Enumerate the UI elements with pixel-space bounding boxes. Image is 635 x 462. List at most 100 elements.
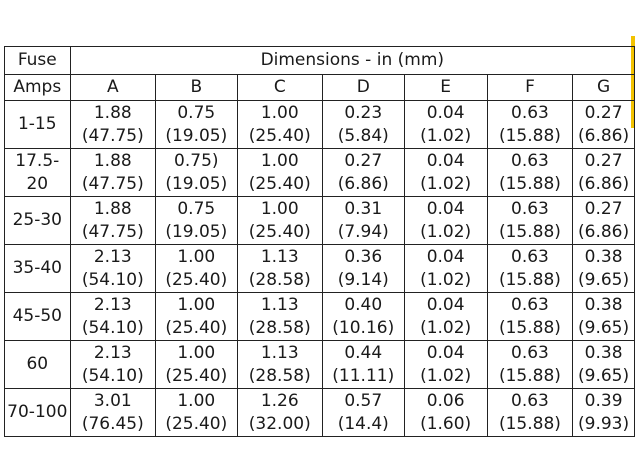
mm-value: (1.02) [420, 365, 472, 386]
amps-header-cell: Amps [4, 74, 71, 101]
mm-value: (54.10) [81, 269, 144, 290]
table-row: 1-15 1.88 (47.75) 0.75 (19.05) 1.00 (25.40) 0.2… [4, 100, 635, 149]
inch-value: 1.00 [177, 294, 216, 315]
mm-value: (25.40) [165, 413, 228, 434]
mm-value: (1.02) [420, 317, 472, 338]
mm-value: (28.58) [248, 365, 311, 386]
dimension-cell-d: 0.44 (11.11) [321, 340, 405, 389]
dimension-cell-f: 0.63 (15.88) [486, 388, 574, 437]
inch-value: 1.00 [260, 150, 299, 171]
fuse-header-cell: Fuse [4, 46, 71, 75]
dimension-cell-g: 0.27 (6.86) [572, 196, 635, 245]
mm-value: (76.45) [81, 413, 144, 434]
inch-value: 1.88 [93, 150, 132, 171]
dimension-cell-b: 0.75 (19.05) [155, 100, 238, 149]
mm-value: (47.75) [81, 221, 144, 242]
inch-value: 2.13 [93, 342, 132, 363]
column-header-d: D [321, 74, 405, 101]
inch-value: 0.39 [584, 390, 623, 411]
column-header-e: E [403, 74, 488, 101]
column-header-f: F [486, 74, 574, 101]
dimension-cell-c: 1.00 (25.40) [236, 196, 323, 245]
mm-value: (47.75) [81, 173, 144, 194]
mm-value: (19.05) [165, 221, 228, 242]
dimension-cell-b: 1.00 (25.40) [155, 244, 238, 293]
inch-value: 1.00 [177, 342, 216, 363]
inch-value: 0.04 [426, 198, 465, 219]
mm-value: (15.88) [498, 221, 561, 242]
mm-value: (15.88) [498, 317, 561, 338]
dimension-cell-e: 0.04 (1.02) [403, 148, 488, 197]
dimension-cell-f: 0.63 (15.88) [486, 244, 574, 293]
inch-value: 0.63 [511, 342, 549, 363]
mm-value: (6.86) [578, 221, 630, 242]
mm-value: (1.60) [420, 413, 472, 434]
dimension-cell-c: 1.00 (25.40) [236, 148, 323, 197]
mm-value: (54.10) [81, 317, 144, 338]
inch-value: 1.13 [260, 246, 299, 267]
table-row: 70-100 3.01 (76.45) 1.00 (25.40) 1.26 (32.00) 0… [4, 388, 635, 437]
inch-value: 1.88 [93, 102, 132, 123]
dimension-cell-e: 0.04 (1.02) [403, 196, 488, 245]
dimension-cell-f: 0.63 (15.88) [486, 196, 574, 245]
dimension-cell-c: 1.13 (28.58) [236, 292, 323, 341]
inch-value: 0.04 [426, 150, 465, 171]
mm-value: (25.40) [248, 173, 311, 194]
amps-cell: 60 [4, 340, 71, 389]
mm-value: (47.75) [81, 125, 144, 146]
mm-value: (11.11) [332, 365, 395, 386]
table-row: 17.5-20 1.88 (47.75) 0.75) (19.05) 1.00 (25.40… [4, 148, 635, 197]
table-row: 60 2.13 (54.10) 1.00 (25.40) 1.13 (28.58) 0.44(… [4, 340, 635, 389]
dimension-cell-e: 0.04 (1.02) [403, 100, 488, 149]
inch-value: 0.63 [511, 246, 549, 267]
inch-value: 0.04 [426, 102, 465, 123]
inch-value: 0.63 [511, 102, 549, 123]
mm-value: (1.02) [420, 173, 472, 194]
mm-value: (28.58) [248, 317, 311, 338]
mm-value: (54.10) [81, 365, 144, 386]
inch-value: 0.04 [426, 294, 465, 315]
dimension-cell-a: 2.13 (54.10) [69, 292, 157, 341]
inch-value: 1.88 [93, 198, 132, 219]
column-header-c: C [236, 74, 323, 101]
mm-value: (25.40) [165, 317, 228, 338]
dimension-cell-e: 0.04 (1.02) [403, 292, 488, 341]
dimension-cell-a: 2.13 (54.10) [69, 340, 157, 389]
mm-value: (32.00) [248, 413, 311, 434]
inch-value: 0.75 [177, 198, 216, 219]
dimension-cell-g: 0.38 (9.65) [572, 340, 635, 389]
dimension-cell-d: 0.31 (7.94) [321, 196, 405, 245]
inch-value: 0.63 [511, 150, 549, 171]
mm-value: (25.40) [165, 269, 228, 290]
amps-cell: 70-100 [4, 388, 71, 437]
dimension-cell-f: 0.63 (15.88) [486, 340, 574, 389]
mm-value: (1.02) [420, 221, 472, 242]
inch-value: 0.63 [511, 198, 549, 219]
inch-value: 2.13 [93, 294, 132, 315]
dimension-cell-d: 0.57 (14.4) [321, 388, 405, 437]
dimension-cell-c: 1.13 (28.58) [236, 340, 323, 389]
dimension-cell-c: 1.00 (25.40) [236, 100, 323, 149]
inch-value: 0.27 [344, 150, 383, 171]
inch-value: 0.38 [584, 342, 623, 363]
amps-cell: 1-15 [4, 100, 71, 149]
dimension-cell-d: 0.40 (10.16) [321, 292, 405, 341]
inch-value: 1.00 [260, 198, 299, 219]
mm-value: (15.88) [498, 269, 561, 290]
mm-value: (6.86) [578, 173, 630, 194]
inch-value: 0.57 [344, 390, 383, 411]
dimension-cell-b: 0.75) (19.05) [155, 148, 238, 197]
dimension-cell-b: 1.00 (25.40) [155, 292, 238, 341]
dimension-cell-a: 1.88 (47.75) [69, 100, 157, 149]
inch-value: 0.27 [584, 102, 623, 123]
dimension-cell-e: 0.06 (1.60) [403, 388, 488, 437]
inch-value: 1.00 [260, 102, 299, 123]
mm-value: (9.93) [578, 413, 630, 434]
inch-value: 0.06 [426, 390, 465, 411]
dimension-cell-f: 0.63 (15.88) [486, 292, 574, 341]
dimension-cell-b: 0.75 (19.05) [155, 196, 238, 245]
amps-cell: 17.5-20 [4, 148, 71, 197]
mm-value: (9.14) [337, 269, 389, 290]
dimension-cell-e: 0.04 (1.02) [403, 244, 488, 293]
